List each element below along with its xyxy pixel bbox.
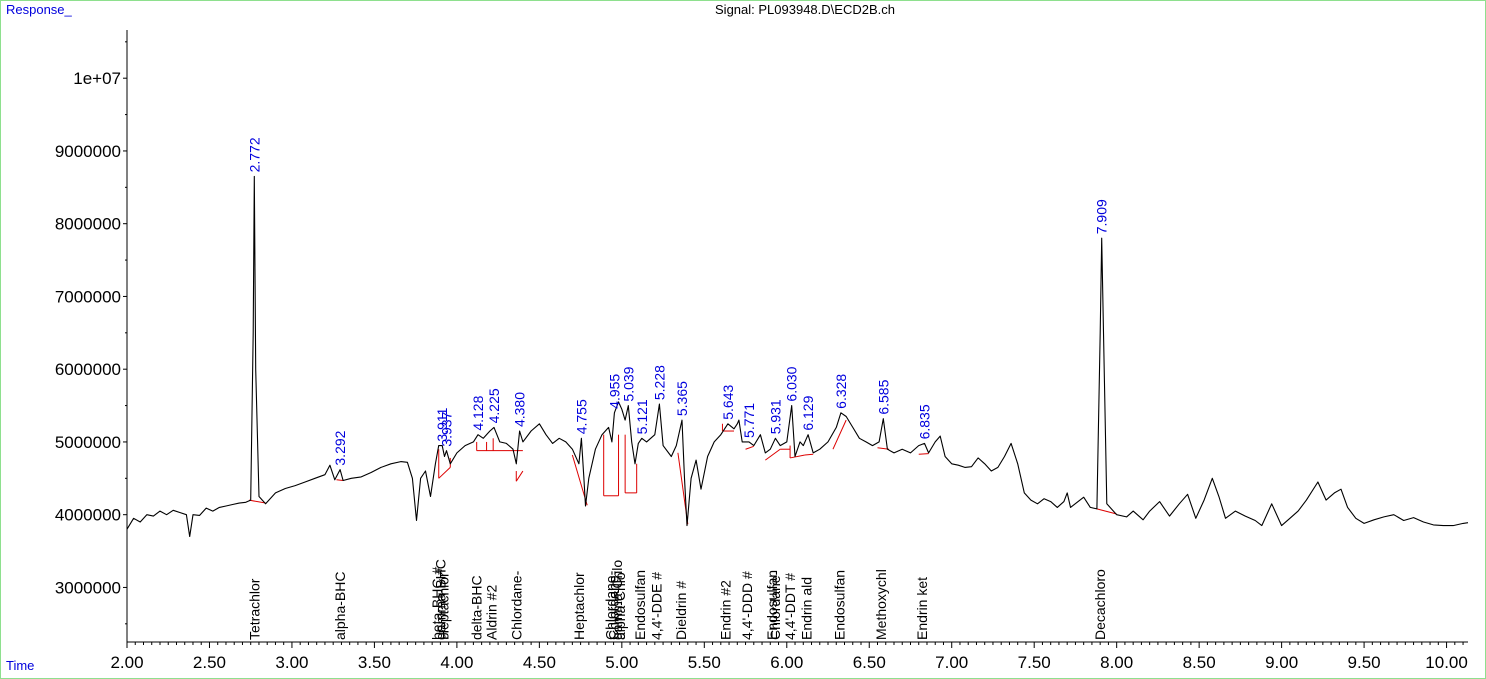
- compound-label: gamma-BHC: [432, 559, 448, 640]
- compound-label: 4,4'-DDD #: [739, 571, 755, 640]
- integration-line: [918, 453, 929, 455]
- peak-rt-label: 4.128: [470, 395, 486, 430]
- compound-label: Chlordane-: [606, 570, 622, 640]
- compound-label: gamma-Chlo: [609, 560, 625, 640]
- signal-trace: [126, 175, 1469, 538]
- compound-label: Chlordane-: [767, 570, 783, 640]
- x-tick-label: 8.00: [1100, 653, 1133, 672]
- y-tick-label: 9000000: [55, 142, 121, 161]
- compound-label: Endosulfan: [632, 570, 648, 640]
- peak-rt-label: 3.292: [332, 430, 348, 465]
- integration-line: [336, 479, 344, 481]
- x-tick-label: 4.50: [523, 653, 556, 672]
- compound-label: Heptachlor: [571, 572, 587, 640]
- compound-label: Heptachlor: [436, 572, 452, 640]
- compound-label: Chlordane-: [602, 570, 618, 640]
- peak-rt-label: 3.937: [438, 411, 454, 446]
- x-tick-label: 10.00: [1425, 653, 1468, 672]
- peak-rt-label: 6.835: [917, 404, 933, 439]
- x-axis: 2.00 2.50 3.00 3.50 4.00 4.50 5.00 5.50 6.00 6.50…: [110, 641, 1468, 672]
- compound-label: Decachloro: [1092, 569, 1108, 640]
- compound-label: 4,4'-DDE #: [648, 572, 664, 640]
- compound-label: alpha-Chlo: [612, 572, 628, 640]
- integration-line: [745, 445, 754, 450]
- y-tick-label: 5000000: [55, 433, 121, 452]
- x-tick-label: 8.50: [1183, 653, 1216, 672]
- peak-rt-label: 5.365: [674, 381, 690, 416]
- compound-label: Endrin ald: [799, 577, 815, 640]
- y-tick-label: 7000000: [55, 287, 121, 306]
- integration-line: [515, 470, 524, 482]
- peak-rt-label: 6.585: [875, 379, 891, 414]
- peak-rt-label: 5.643: [720, 385, 736, 420]
- peak-rt-label: 5.121: [634, 399, 650, 434]
- peak-rt-label: 6.129: [800, 395, 816, 430]
- peak-rt-label: 6.030: [784, 366, 800, 401]
- peak-rt-label: 4.380: [512, 392, 528, 427]
- compound-label: Tetrachlor: [246, 578, 262, 640]
- compound-label: Chlordane-: [508, 570, 524, 640]
- peak-rt-label: 2.772: [246, 137, 262, 172]
- integration-line: [1096, 508, 1117, 515]
- compound-label: Aldrin #2: [484, 585, 500, 640]
- peak-rt-label: 7.909: [1094, 199, 1110, 234]
- x-tick-label: 3.00: [275, 653, 308, 672]
- x-tick-label: 9.00: [1265, 653, 1298, 672]
- peak-rt-label: 3.911: [434, 407, 450, 441]
- x-tick-label: 2.00: [110, 653, 143, 672]
- compound-label: Dieldrin #: [673, 581, 689, 640]
- compound-label: Methoxychl: [873, 569, 889, 640]
- integration-line: [832, 419, 847, 450]
- peak-rt-label: 5.931: [767, 399, 783, 434]
- y-tick-label: 8000000: [55, 215, 121, 234]
- peak-rt-label: 5.771: [741, 403, 757, 438]
- integration-line: [804, 453, 814, 456]
- chart-title: Signal: PL093948.D\ECD2B.ch: [715, 2, 895, 17]
- y-tick-label: 1e+07: [73, 69, 121, 88]
- compound-label: delta-BHC: [469, 575, 485, 640]
- x-tick-label: 7.00: [935, 653, 968, 672]
- peak-rt-label: 4.755: [573, 399, 589, 434]
- compound-label: Endrin #2: [718, 580, 734, 640]
- x-tick-label: 7.50: [1018, 653, 1051, 672]
- peak-rt-label: 4.955: [606, 374, 622, 409]
- peak-rt-label: 5.039: [620, 366, 636, 401]
- x-axis-label: Time: [6, 658, 34, 673]
- x-tick-label: 5.00: [605, 653, 638, 672]
- x-tick-label: 4.00: [440, 653, 473, 672]
- x-tick-label: 9.50: [1348, 653, 1381, 672]
- integration-line: [438, 467, 451, 479]
- y-tick-label: 4000000: [55, 506, 121, 525]
- compound-label: Endosulfan: [832, 570, 848, 640]
- peak-rt-label: 4.225: [486, 388, 502, 423]
- integration-line: [789, 454, 806, 459]
- x-tick-label: 3.50: [358, 653, 391, 672]
- integration-line: [248, 499, 266, 504]
- compound-label: Endosulfan: [764, 570, 780, 640]
- compound-label: 4,4'-DDT #: [782, 573, 798, 640]
- peak-rt-label: 5.228: [651, 365, 667, 400]
- compound-label: alpha-BHC: [332, 572, 348, 640]
- integration-baselines: [248, 419, 1117, 525]
- peak-rt-label: 6.328: [833, 374, 849, 409]
- x-tick-label: 6.00: [770, 653, 803, 672]
- y-tick-label: 6000000: [55, 360, 121, 379]
- x-tick-label: 5.50: [688, 653, 721, 672]
- integration-line: [765, 448, 781, 461]
- x-tick-label: 2.50: [193, 653, 226, 672]
- x-tick-label: 6.50: [853, 653, 886, 672]
- compound-labels: Tetrachlor alpha-BHC beta-BHC #gamma-BHCHe…: [246, 559, 1108, 640]
- y-tick-label: 3000000: [55, 578, 121, 597]
- y-axis-label: Response_: [6, 2, 73, 17]
- trace-layer: [126, 175, 1469, 538]
- compound-label: beta-BHC #: [429, 567, 445, 640]
- y-axis: 3000000 4000000 5000000 6000000 7000000 80000…: [55, 30, 128, 642]
- compound-label: Endrin ket: [914, 577, 930, 640]
